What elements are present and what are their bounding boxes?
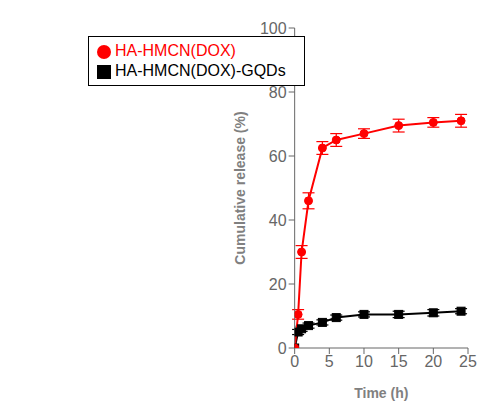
svg-text:Cumulative release (%): Cumulative release (%)	[232, 111, 248, 264]
svg-text:20: 20	[269, 276, 287, 293]
svg-text:25: 25	[459, 353, 477, 370]
svg-text:20: 20	[424, 353, 442, 370]
html-text:HA-HMCN(DOX)-GQDs: HA-HMCN(DOX)-GQDs	[115, 62, 286, 79]
svg-text:80: 80	[269, 84, 287, 101]
svg-text:60: 60	[269, 148, 287, 165]
svg-text:5: 5	[325, 353, 334, 370]
svg-text:0: 0	[290, 353, 299, 370]
svg-text:15: 15	[390, 353, 408, 370]
svg-text:10: 10	[355, 353, 373, 370]
html-text:HA-HMCN(DOX): HA-HMCN(DOX)	[115, 42, 236, 59]
svg-text:100: 100	[260, 20, 287, 37]
svg-text:40: 40	[269, 212, 287, 229]
svg-text:Time (h): Time (h)	[354, 385, 408, 401]
svg-text:0: 0	[278, 340, 287, 357]
